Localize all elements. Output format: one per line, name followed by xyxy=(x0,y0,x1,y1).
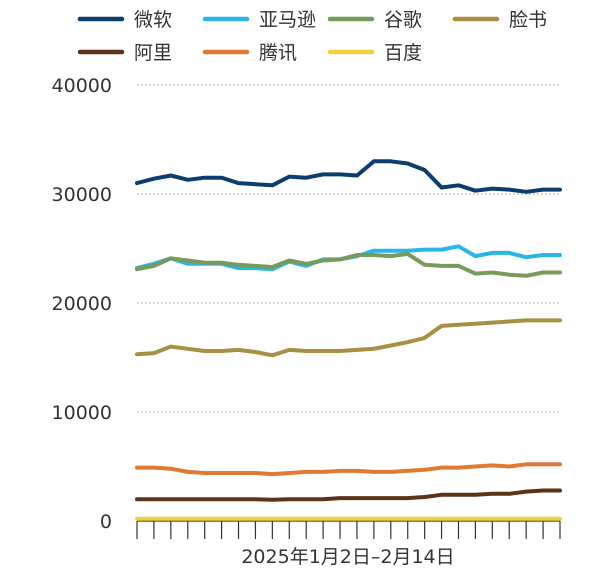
series-line-2 xyxy=(135,251,562,278)
series-line-4 xyxy=(135,488,562,502)
series-line-5 xyxy=(135,462,562,477)
legend-label: 腾讯 xyxy=(259,42,297,64)
legend-label: 脸书 xyxy=(509,9,547,31)
series-lines xyxy=(135,159,562,521)
y-tick-label: 40000 xyxy=(52,75,112,97)
y-tick-label: 0 xyxy=(100,511,112,533)
series-line-3 xyxy=(135,318,562,358)
legend-label: 亚马逊 xyxy=(259,9,316,31)
grid-lines xyxy=(137,84,560,413)
legend-label: 谷歌 xyxy=(384,9,422,31)
legend-label: 阿里 xyxy=(134,42,172,64)
x-axis xyxy=(136,520,561,539)
y-axis: 0 10000 20000 30000 40000 xyxy=(52,75,112,533)
x-axis-label: 2025年1月2日–2月14日 xyxy=(241,546,454,568)
legend-label: 百度 xyxy=(384,42,422,64)
legend-label: 微软 xyxy=(134,9,172,31)
y-tick-label: 30000 xyxy=(52,184,112,206)
series-line-0 xyxy=(135,159,562,194)
y-tick-label: 20000 xyxy=(52,293,112,315)
y-tick-label: 10000 xyxy=(52,402,112,424)
